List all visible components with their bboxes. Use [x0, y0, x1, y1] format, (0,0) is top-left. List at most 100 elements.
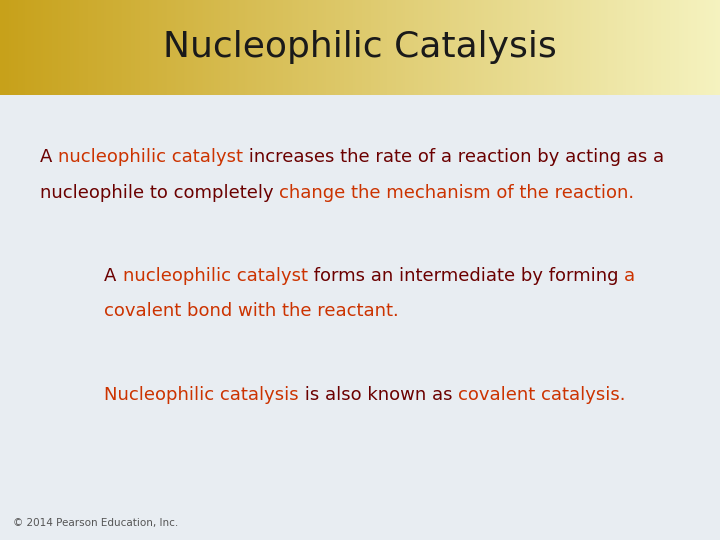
- Bar: [158, 0, 161, 94]
- Bar: [289, 0, 292, 94]
- Bar: [709, 0, 711, 94]
- Bar: [356, 0, 359, 94]
- Bar: [410, 0, 413, 94]
- Bar: [205, 0, 207, 94]
- Bar: [126, 0, 128, 94]
- Bar: [270, 0, 272, 94]
- Bar: [60, 0, 61, 94]
- Bar: [258, 0, 259, 94]
- Bar: [677, 0, 679, 94]
- Bar: [490, 0, 491, 94]
- Bar: [531, 0, 533, 94]
- Bar: [608, 0, 611, 94]
- Bar: [52, 0, 54, 94]
- Bar: [72, 0, 73, 94]
- Bar: [294, 0, 295, 94]
- Bar: [145, 0, 148, 94]
- Bar: [344, 0, 346, 94]
- Bar: [469, 0, 472, 94]
- Text: increases the rate of a reaction by acting as a: increases the rate of a reaction by acti…: [243, 148, 664, 166]
- Bar: [701, 0, 702, 94]
- Bar: [128, 0, 130, 94]
- Bar: [32, 0, 35, 94]
- Bar: [657, 0, 659, 94]
- Bar: [632, 0, 634, 94]
- Bar: [707, 0, 709, 94]
- Bar: [215, 0, 216, 94]
- Bar: [130, 0, 132, 94]
- Bar: [475, 0, 477, 94]
- Bar: [150, 0, 151, 94]
- Bar: [425, 0, 426, 94]
- Bar: [468, 0, 469, 94]
- Bar: [648, 0, 649, 94]
- Bar: [196, 0, 198, 94]
- Bar: [546, 0, 547, 94]
- Bar: [246, 0, 248, 94]
- Bar: [374, 0, 376, 94]
- Bar: [467, 0, 468, 94]
- Bar: [693, 0, 695, 94]
- Bar: [666, 0, 668, 94]
- Bar: [517, 0, 518, 94]
- Bar: [160, 0, 162, 94]
- Bar: [137, 0, 139, 94]
- Bar: [16, 0, 18, 94]
- Bar: [639, 0, 641, 94]
- Bar: [654, 0, 655, 94]
- Bar: [194, 0, 196, 94]
- Text: Nucleophilic catalysis: Nucleophilic catalysis: [104, 386, 299, 404]
- Bar: [662, 0, 664, 94]
- Bar: [222, 0, 223, 94]
- Bar: [390, 0, 392, 94]
- Bar: [621, 0, 623, 94]
- Bar: [229, 0, 230, 94]
- Bar: [526, 0, 528, 94]
- Bar: [94, 0, 95, 94]
- Bar: [18, 0, 20, 94]
- Bar: [541, 0, 544, 94]
- Bar: [25, 0, 27, 94]
- Bar: [567, 0, 569, 94]
- Bar: [40, 0, 42, 94]
- Bar: [652, 0, 654, 94]
- Bar: [109, 0, 112, 94]
- Bar: [549, 0, 551, 94]
- Bar: [482, 0, 484, 94]
- Bar: [210, 0, 212, 94]
- Bar: [536, 0, 539, 94]
- Bar: [207, 0, 209, 94]
- Bar: [596, 0, 598, 94]
- Bar: [540, 0, 541, 94]
- Bar: [599, 0, 601, 94]
- Bar: [684, 0, 686, 94]
- Bar: [220, 0, 222, 94]
- Bar: [351, 0, 353, 94]
- Bar: [474, 0, 475, 94]
- Bar: [611, 0, 612, 94]
- Bar: [385, 0, 387, 94]
- Bar: [306, 0, 308, 94]
- Bar: [259, 0, 261, 94]
- Bar: [359, 0, 360, 94]
- Bar: [647, 0, 648, 94]
- Bar: [287, 0, 288, 94]
- Bar: [331, 0, 333, 94]
- Bar: [319, 0, 320, 94]
- Bar: [360, 0, 361, 94]
- Bar: [209, 0, 210, 94]
- Text: © 2014 Pearson Education, Inc.: © 2014 Pearson Education, Inc.: [13, 518, 179, 528]
- Bar: [554, 0, 556, 94]
- Bar: [45, 0, 47, 94]
- Bar: [230, 0, 232, 94]
- Bar: [455, 0, 457, 94]
- Bar: [23, 0, 25, 94]
- Bar: [601, 0, 603, 94]
- Bar: [101, 0, 102, 94]
- Bar: [448, 0, 450, 94]
- Bar: [323, 0, 324, 94]
- Bar: [337, 0, 338, 94]
- Bar: [565, 0, 567, 94]
- Bar: [589, 0, 590, 94]
- Bar: [95, 0, 97, 94]
